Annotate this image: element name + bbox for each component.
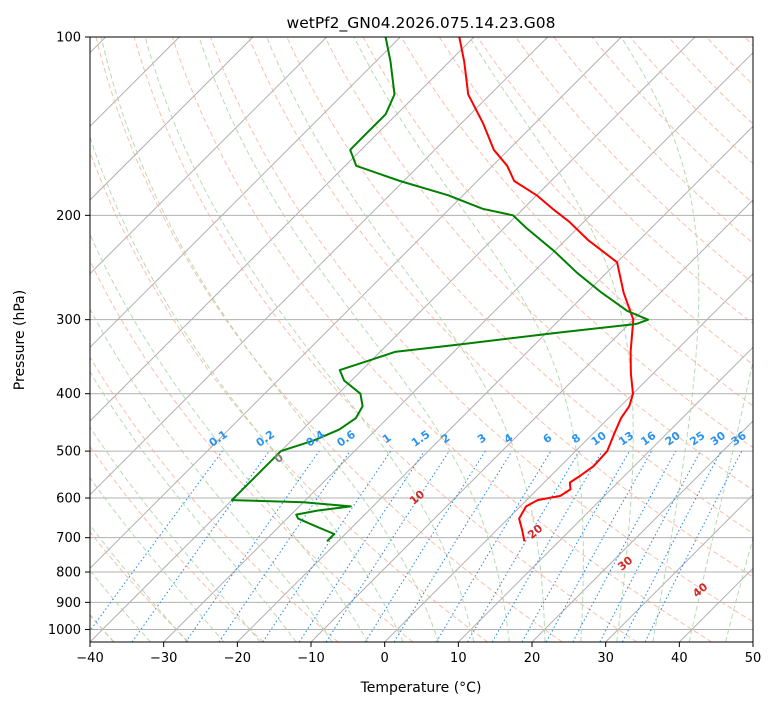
isotherm-line — [605, 493, 753, 642]
moist-adiabat — [90, 426, 261, 642]
temperature-profile-line — [458, 37, 635, 542]
isotherm-line — [90, 37, 696, 642]
x-tick-label: 0 — [381, 651, 389, 666]
chart-title: wetPf2_GN04.2026.075.14.23.G08 — [287, 14, 556, 33]
y-tick-label: 100 — [56, 31, 81, 46]
mixing-ratio-line — [218, 450, 351, 642]
isotherm-line — [531, 420, 753, 642]
dry-adiabat — [477, 37, 753, 325]
y-tick-label: 200 — [56, 209, 81, 224]
moist-adiabat — [90, 476, 225, 642]
mixing-ratio-line — [545, 450, 653, 642]
isotherm-line — [90, 37, 401, 349]
x-tick-label: −40 — [76, 651, 103, 666]
x-tick-label: 30 — [597, 651, 614, 666]
dry-adiabat — [324, 37, 753, 491]
isotherm-line — [90, 37, 475, 422]
moist-adiabat — [725, 536, 753, 642]
moist-adiabat — [90, 308, 333, 642]
mixing-ratio-line — [90, 450, 223, 632]
x-tick-label: −10 — [297, 651, 324, 666]
mixing-ratio-line — [467, 450, 580, 642]
moist-adiabat — [90, 232, 369, 642]
mixing-ratio-line — [131, 450, 270, 642]
moist-adiabat — [688, 358, 753, 642]
x-tick-label: 50 — [745, 651, 762, 666]
mixing-ratio-line — [325, 450, 450, 642]
dry-adiabat — [210, 37, 753, 623]
isotherm-line — [384, 272, 753, 642]
axes: −40 −30 −20 −10 0 10 20 30 40 50 100 200 300 400 500 60… — [48, 31, 761, 667]
dry-adiabat — [133, 37, 638, 642]
mixing-ratio-line — [364, 450, 486, 642]
isotherm-line — [457, 346, 753, 642]
dry-adiabat — [438, 37, 753, 365]
plot-frame — [89, 36, 754, 643]
moist-adiabat — [353, 37, 584, 642]
mixing-ratio-line — [521, 450, 630, 642]
mixing-ratio-line — [572, 450, 677, 642]
dry-adiabat — [171, 37, 712, 642]
isotherm-line — [90, 37, 328, 275]
isotherm-line — [163, 51, 753, 642]
y-tick-label: 1000 — [48, 623, 81, 638]
mixing-ratio-line — [185, 450, 320, 642]
isotherm-line — [90, 37, 254, 201]
isotherm-line — [752, 641, 753, 642]
moist-adiabat — [620, 37, 700, 642]
mixing-ratio-line — [435, 450, 552, 642]
y-tick-label: 600 — [56, 492, 81, 507]
y-tick-label: 900 — [56, 596, 81, 611]
dry-adiabat — [286, 37, 753, 534]
y-tick-label: 500 — [56, 445, 81, 460]
x-tick-label: −20 — [224, 651, 251, 666]
x-axis-label: Temperature (°C) — [360, 680, 482, 696]
y-tick-label: 700 — [56, 531, 81, 546]
dry-adiabat — [90, 150, 488, 642]
dry-adiabat — [591, 37, 753, 204]
moist-adiabat — [90, 135, 404, 642]
dry-adiabat — [90, 259, 414, 642]
dry-adiabat — [95, 37, 563, 642]
x-tick-label: 40 — [671, 651, 688, 666]
isotherm-line — [90, 37, 549, 496]
dewpoint-profile-line — [230, 37, 650, 543]
moist-adiabat — [100, 37, 439, 642]
moist-adiabat — [198, 37, 510, 642]
y-tick-label: 800 — [56, 566, 81, 581]
moist-adiabat — [144, 37, 475, 642]
y-tick-label: 400 — [56, 387, 81, 402]
plot-area-background — [90, 37, 753, 642]
y-axis-label: Pressure (hPa) — [12, 290, 28, 390]
dry-adiabat — [248, 37, 753, 578]
dry-adiabat — [553, 37, 753, 244]
mixing-ratio-line — [491, 450, 603, 642]
y-tick-label: 300 — [56, 313, 81, 328]
plot-area — [90, 37, 753, 642]
moist-adiabat — [266, 37, 546, 642]
isotherm-line — [90, 37, 622, 570]
dry-adiabat — [90, 356, 339, 642]
isotherm-line — [236, 125, 753, 642]
dry-adiabat — [90, 531, 190, 642]
x-tick-label: −30 — [150, 651, 177, 666]
dry-adiabat — [362, 37, 753, 449]
x-tick-label: 10 — [450, 651, 467, 666]
dry-adiabat — [400, 37, 753, 407]
x-tick-label: 20 — [524, 651, 541, 666]
mixing-ratio-line — [393, 450, 513, 642]
